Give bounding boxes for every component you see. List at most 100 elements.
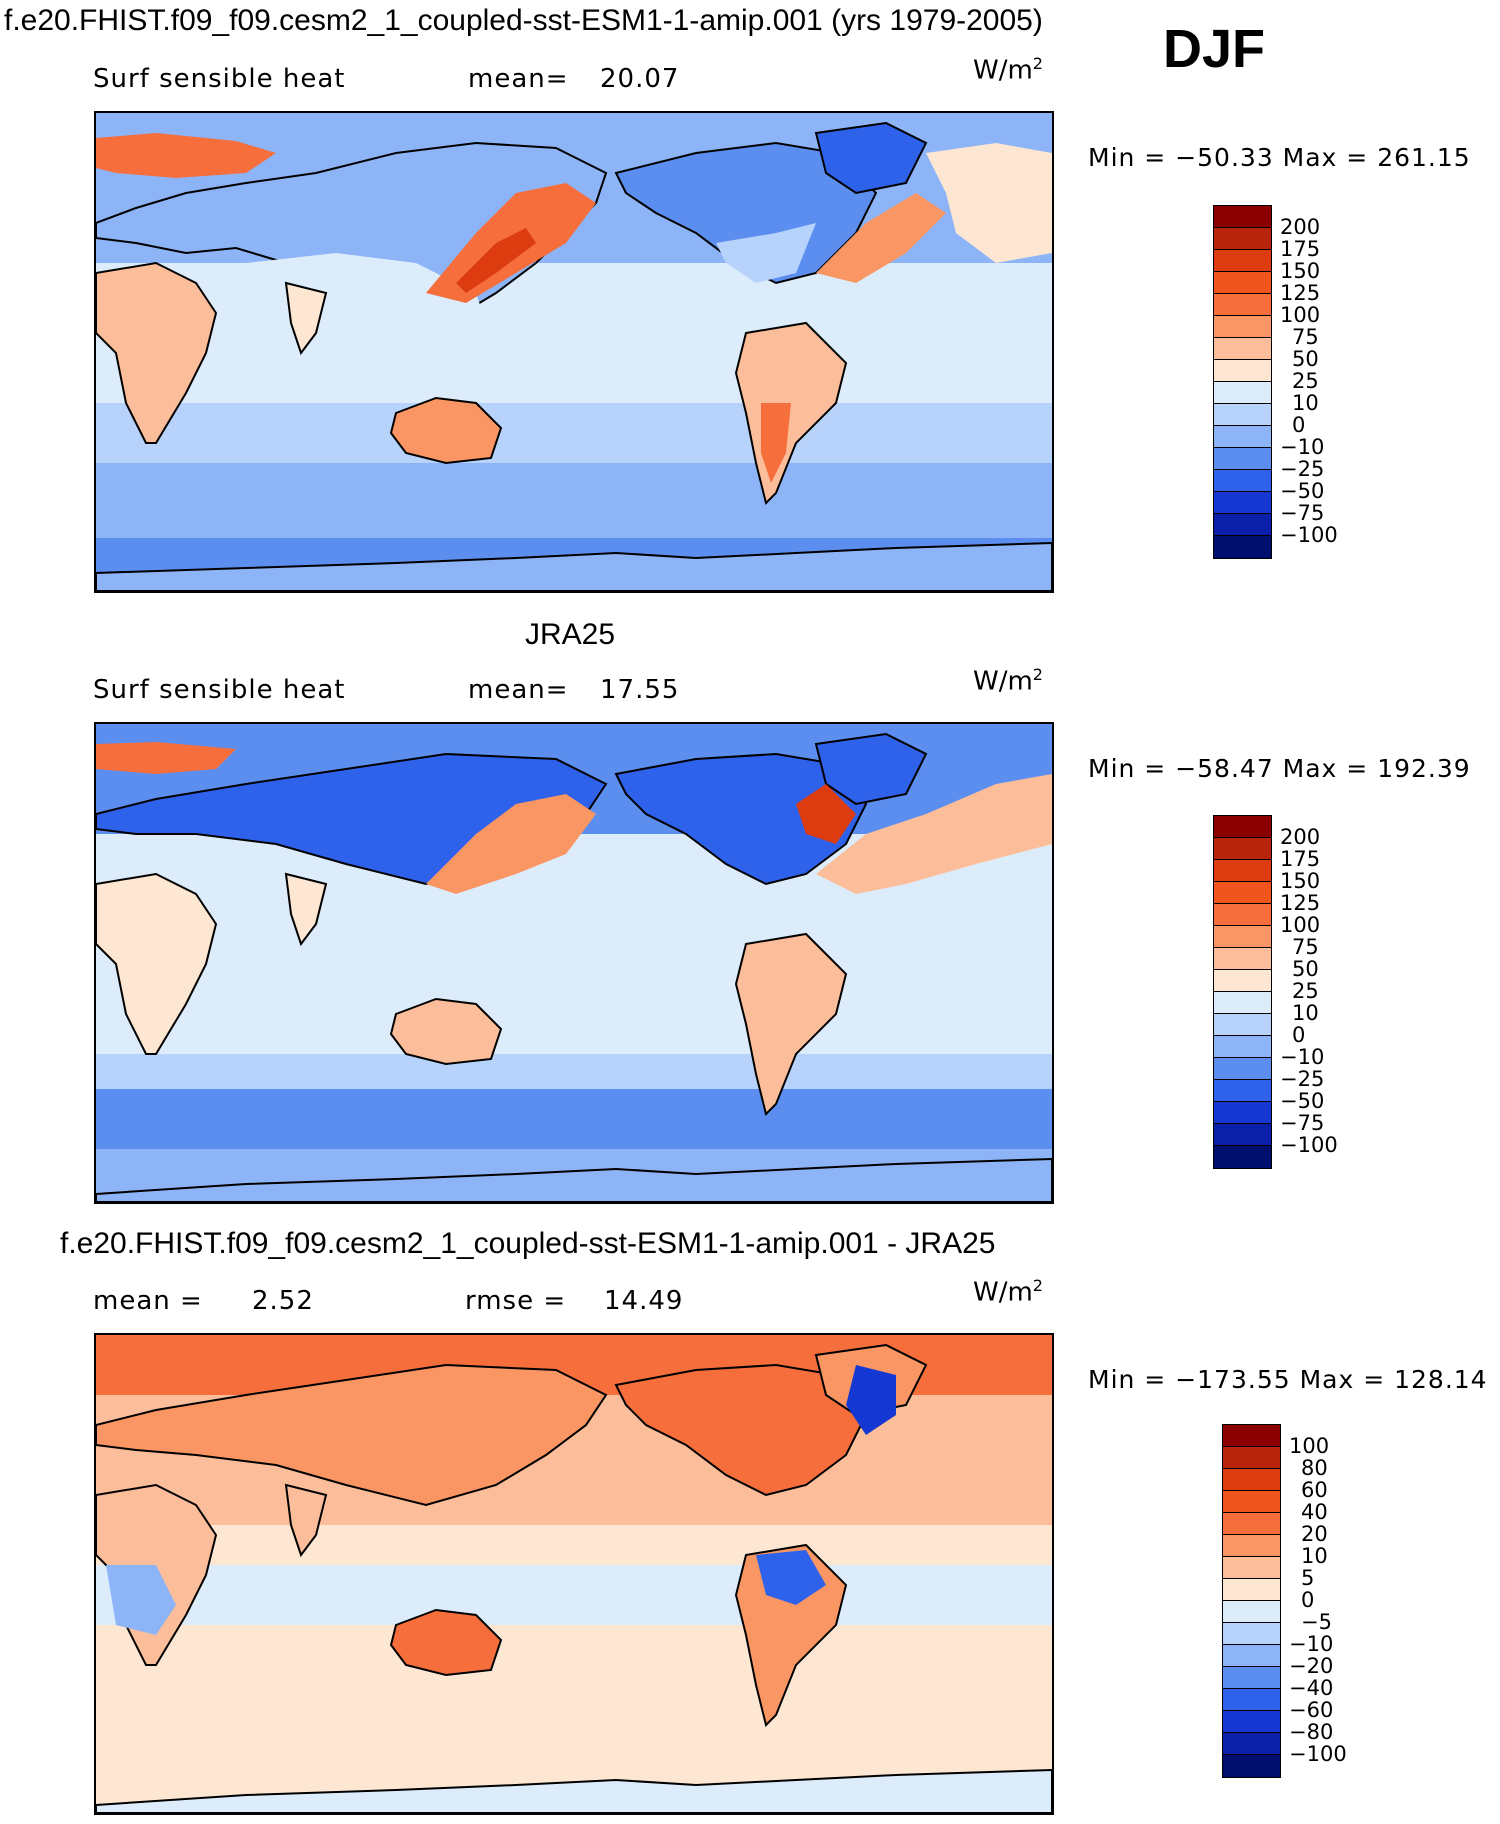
colorbar-swatch bbox=[1222, 1666, 1281, 1690]
panel-2-colorbar: 200 175 150 125 100 75 50 25 10 0 −10 −25 −50 −75 −100 bbox=[1213, 815, 1338, 1169]
panel-2-map-field bbox=[96, 724, 1052, 1202]
colorbar-swatch bbox=[1222, 1644, 1281, 1668]
colorbar-swatch bbox=[1213, 359, 1272, 383]
colorbar-swatch bbox=[1213, 447, 1272, 471]
landmass-australia bbox=[389, 1608, 503, 1677]
colorbar-level-label: −75 bbox=[1280, 501, 1325, 525]
colorbar-swatch bbox=[1222, 1468, 1281, 1492]
panel-3-map bbox=[94, 1333, 1054, 1815]
colorbar-swatch bbox=[1222, 1490, 1281, 1514]
colorbar-swatch bbox=[1222, 1732, 1281, 1756]
colorbar-level-label: 80 bbox=[1301, 1456, 1328, 1480]
colorbar-level-label: 25 bbox=[1292, 979, 1319, 1003]
colorbar-swatch bbox=[1213, 1079, 1272, 1103]
season-label: DJF bbox=[1163, 19, 1266, 79]
colorbar-swatch bbox=[1222, 1622, 1281, 1646]
panel-3-colorbar: 100 80 60 40 20 10 5 0 −5 −10 −20 −40 −60 −80 −100 bbox=[1222, 1424, 1347, 1778]
colorbar-swatch bbox=[1213, 903, 1272, 927]
colorbar-swatch bbox=[1213, 491, 1272, 515]
colorbar-swatch bbox=[1213, 249, 1272, 273]
landmass-greenland bbox=[814, 121, 928, 195]
panel-2-mean-value: 17.55 bbox=[600, 675, 680, 705]
colorbar-swatch bbox=[1222, 1556, 1281, 1580]
colorbar-level-label: 200 bbox=[1280, 215, 1321, 239]
landmass-south-america bbox=[734, 932, 848, 1116]
colorbar-level-label: −5 bbox=[1301, 1610, 1332, 1634]
colorbar-level-label: 10 bbox=[1301, 1544, 1328, 1568]
colorbar-level-label: 125 bbox=[1280, 891, 1321, 915]
panel-3-title: f.e20.FHIST.f09_f09.cesm2_1_coupled-sst-… bbox=[60, 1227, 996, 1260]
hot-kuroshio-core bbox=[456, 228, 536, 293]
colorbar-level-label: 50 bbox=[1292, 957, 1319, 981]
warm-north-atlantic-east bbox=[96, 133, 276, 178]
hot-labrador-sea bbox=[796, 784, 856, 844]
colorbar-swatch bbox=[1213, 815, 1272, 839]
colorbar-swatch bbox=[1222, 1578, 1281, 1602]
colorbar-swatch bbox=[1213, 1145, 1272, 1169]
colorbar-swatch bbox=[1222, 1688, 1281, 1712]
colorbar-level-label: 75 bbox=[1292, 325, 1319, 349]
warm-north-atlantic bbox=[926, 143, 1052, 263]
warm-gulf-stream bbox=[816, 774, 1052, 894]
panel-3-rmse-label: rmse = bbox=[465, 1286, 567, 1316]
colorbar-level-label: 40 bbox=[1301, 1500, 1328, 1524]
colorbar-level-label: 100 bbox=[1289, 1434, 1330, 1458]
colorbar-swatch bbox=[1213, 1123, 1272, 1147]
colorbar-level-label: −40 bbox=[1289, 1676, 1334, 1700]
diff-band-equator bbox=[96, 1565, 1052, 1625]
colorbar-level-label: 60 bbox=[1301, 1478, 1328, 1502]
ocean-band-southern bbox=[96, 1089, 1052, 1149]
cool-labrador-sea bbox=[846, 1365, 896, 1435]
colorbar-swatch bbox=[1213, 837, 1272, 861]
landmass-india bbox=[284, 281, 328, 356]
panel-1-colorbar: 200 175 150 125 100 75 50 25 10 0 −10 −25 −50 −75 −100 bbox=[1213, 205, 1338, 559]
colorbar-level-label: −100 bbox=[1289, 1742, 1347, 1766]
colorbar-swatch bbox=[1222, 1710, 1281, 1734]
colorbar-level-label: −50 bbox=[1280, 479, 1325, 503]
cool-amazon bbox=[756, 1550, 826, 1605]
colorbar-swatch bbox=[1213, 381, 1272, 405]
panel-3-minmax: Min = −173.55 Max = 128.14 bbox=[1088, 1365, 1488, 1394]
landmass-central-asia bbox=[246, 253, 486, 328]
landmass-eurasia bbox=[96, 1363, 608, 1507]
warm-gulf-stream bbox=[816, 193, 946, 283]
colorbar-swatch bbox=[1213, 991, 1272, 1015]
ocean-band-south bbox=[96, 1054, 1052, 1089]
colorbar-swatch bbox=[1213, 881, 1272, 905]
landmass-antarctica bbox=[96, 541, 1052, 591]
colorbar-level-label: 10 bbox=[1292, 391, 1319, 415]
landmass-antarctica bbox=[96, 1157, 1052, 1202]
colorbar-level-label: 0 bbox=[1292, 413, 1306, 437]
panel-3-colorbar-boxes: 100 80 60 40 20 10 5 0 −5 −10 −20 −40 −60 −80 −100 bbox=[1222, 1424, 1347, 1778]
cool-southern-africa bbox=[106, 1565, 176, 1635]
colorbar-level-label: 25 bbox=[1292, 369, 1319, 393]
colorbar-swatch bbox=[1213, 1013, 1272, 1037]
panel-1-mean-label: mean= bbox=[468, 64, 569, 94]
colorbar-swatch bbox=[1213, 859, 1272, 883]
landmass-antarctica bbox=[96, 1768, 1052, 1813]
colorbar-level-label: 0 bbox=[1301, 1588, 1315, 1612]
panel-3-mean-value: 2.52 bbox=[252, 1286, 314, 1316]
panel-1-units: W/m2 bbox=[973, 54, 1043, 86]
hot-patagonia bbox=[761, 403, 791, 483]
panel-3-map-field bbox=[96, 1335, 1052, 1813]
ocean-band-south bbox=[96, 403, 1052, 463]
panel-2-title: JRA25 bbox=[525, 618, 616, 651]
colorbar-swatch bbox=[1213, 535, 1272, 559]
colorbar-swatch bbox=[1222, 1534, 1281, 1558]
colorbar-level-label: −100 bbox=[1280, 523, 1338, 547]
panel-1-map bbox=[94, 111, 1054, 593]
colorbar-level-label: −10 bbox=[1289, 1632, 1334, 1656]
panel-1-mean-value: 20.07 bbox=[600, 64, 680, 94]
landmass-india bbox=[284, 1483, 328, 1558]
colorbar-level-label: −10 bbox=[1280, 1045, 1325, 1069]
colorbar-level-label: −100 bbox=[1280, 1133, 1338, 1157]
colorbar-swatch bbox=[1213, 513, 1272, 537]
panel-1-colorbar-boxes: 200 175 150 125 100 75 50 25 10 0 −10 −25 −50 −75 −100 bbox=[1213, 205, 1338, 559]
warm-kuroshio bbox=[426, 794, 596, 894]
panel-2-minmax: Min = −58.47 Max = 192.39 bbox=[1088, 754, 1471, 783]
figure-title: f.e20.FHIST.f09_f09.cesm2_1_coupled-sst-… bbox=[4, 4, 1043, 37]
ocean-band-southern bbox=[96, 463, 1052, 538]
colorbar-level-label: 150 bbox=[1280, 869, 1321, 893]
landmass-north-america bbox=[614, 752, 868, 886]
